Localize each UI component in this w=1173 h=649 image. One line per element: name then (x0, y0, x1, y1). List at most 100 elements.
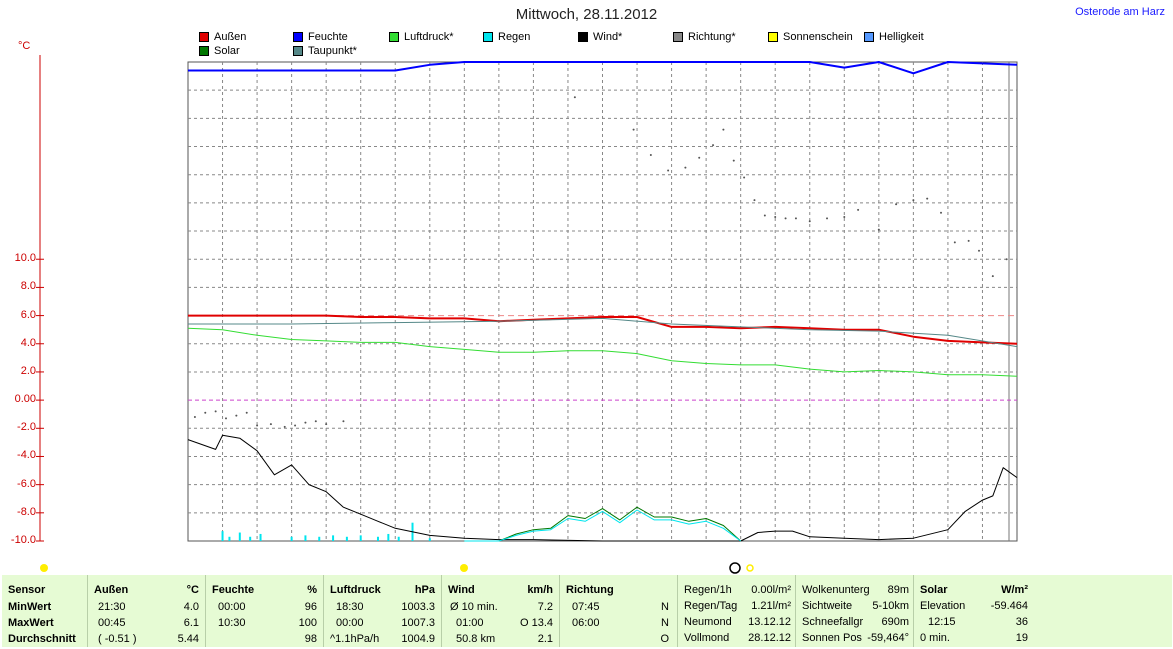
feuchte-max-value: 100 (298, 617, 317, 629)
legend-swatch (673, 32, 683, 42)
richtung-point (193, 416, 196, 419)
aussen-min-time: 21:30 (98, 601, 126, 613)
richtung-point (314, 420, 317, 423)
legend-swatch (864, 32, 874, 42)
legend-swatch (199, 32, 209, 42)
rain-bar (387, 533, 390, 541)
series-line-feuchte (188, 61, 1018, 75)
richtung-max-value: N (661, 617, 669, 629)
rain-bar (428, 538, 431, 541)
richtung-point (632, 128, 635, 131)
series-line-taupunkt (188, 317, 1018, 348)
y-tick-label: 2.0 (20, 364, 36, 377)
richtung-point (235, 414, 238, 417)
wind-avg-value: 2.1 (537, 633, 553, 645)
richtung-point (743, 176, 746, 179)
richtung-point (294, 424, 297, 427)
richtung-min-value: N (661, 601, 669, 613)
feuchte-min-value: 96 (304, 601, 317, 613)
richtung-point (245, 411, 248, 414)
y-tick-label: -2.0 (17, 421, 36, 434)
solar-unit: W/m² (1001, 584, 1028, 596)
richtung-point (1005, 258, 1008, 261)
legend-label: Außen (214, 31, 247, 43)
richtung-point (774, 215, 777, 218)
solar-noon-marker (460, 564, 468, 572)
location-link[interactable]: Osterode am Harz (1075, 6, 1165, 18)
y-tick-label: 10.0 (14, 252, 36, 265)
chart-bottom-markers (40, 562, 754, 574)
wolkenunterg-value: 89m (887, 584, 909, 596)
aussen-avg-value: 5.44 (177, 633, 199, 645)
richtung-point (877, 228, 880, 231)
y-tick-label: 8.0 (20, 280, 36, 293)
wind-header: Wind (448, 584, 475, 596)
solar-column: Solar W/m² Elevation 12:15 0 min. -59.46… (914, 575, 1032, 647)
rain-bar (304, 535, 307, 541)
richtung-point (204, 411, 207, 414)
y-tick-label: -6.0 (17, 477, 36, 490)
chart-title: Mittwoch, 28.11.2012 (515, 6, 658, 23)
feuchte-unit: % (307, 584, 317, 596)
sensor-header: Sensor (8, 584, 46, 596)
vollmond-value: 28.12.12 (748, 632, 791, 644)
luftdruck-avg-value: 1004.9 (401, 633, 435, 645)
y-tick-label: 0.00 (14, 393, 36, 406)
richtung-point (912, 199, 915, 202)
legend-item-feuchte: Feuchte (293, 31, 348, 43)
legend-item-helligkeit: Helligkeit (864, 31, 924, 43)
luftdruck-min-time: 18:30 (336, 601, 364, 613)
legend-swatch (578, 32, 588, 42)
wind-min-value: 7.2 (537, 601, 553, 613)
richtung-point (978, 249, 981, 252)
legend-item-richtung: Richtung* (673, 31, 736, 43)
sonnen-pos-value: -59,464° (867, 632, 909, 644)
luftdruck-column: Luftdruck hPa 18:30 00:00 ^1.1hPa/h 1003… (324, 575, 442, 647)
rain-bar (332, 535, 335, 541)
neumond-value: 13.12.12 (748, 616, 791, 628)
series-line-solar (464, 506, 742, 542)
richtung-point (794, 217, 797, 220)
wind-run: 50.8 km (456, 633, 496, 645)
luftdruck-header: Luftdruck (330, 584, 381, 596)
richtung-point (722, 128, 725, 131)
rain-bar (397, 536, 400, 541)
richtung-point (940, 211, 943, 214)
y-tick-label: 4.0 (20, 336, 36, 349)
feuchte-avg-value: 98 (304, 633, 317, 645)
legend-label: Sonnenschein (783, 31, 853, 43)
regen-value-1h: 0.00l/m² (751, 584, 791, 596)
richtung-point (304, 421, 307, 424)
rain-bar (376, 536, 379, 541)
sichtweite-value: 5-10km (872, 600, 909, 612)
regen-column: Regen/1h Regen/Tag Neumond Vollmond 0.00… (678, 575, 796, 647)
rain-bar (249, 536, 252, 541)
rain-bar (318, 536, 321, 541)
legend-label: Richtung* (688, 31, 736, 43)
series-line-regen (464, 509, 741, 542)
luftdruck-unit: hPa (414, 584, 435, 596)
aussen-header: Außen (94, 584, 129, 596)
legend-swatch (389, 32, 399, 42)
richtung-avg-value: O (660, 633, 669, 645)
legend-label: Regen (498, 31, 531, 43)
moon-icon (729, 562, 741, 574)
rain-bar (228, 536, 231, 541)
wolken-column: Wolkenunterg Sichtweite Schneefallgr Son… (796, 575, 914, 647)
richtung-point (667, 169, 670, 172)
legend-swatch (199, 46, 209, 56)
aussen-max-value: 6.1 (183, 617, 199, 629)
richtung-max-time: 06:00 (572, 617, 600, 629)
richtung-min-time: 07:45 (572, 601, 600, 613)
richtung-point (342, 420, 345, 423)
row-label-min: MinWert (8, 601, 52, 613)
wind-max-direction: O (520, 617, 529, 629)
richtung-point (283, 425, 286, 428)
richtung-point (649, 153, 652, 156)
feuchte-header: Feuchte (212, 584, 255, 596)
series-line-luftdruck (187, 327, 1018, 377)
legend-swatch (768, 32, 778, 42)
wind-column: Wind km/h Ø 10 min. 01:00 50.8 km O 7.2 … (442, 575, 560, 647)
y-axis-unit: °C (18, 40, 31, 52)
feuchte-column: Feuchte % 00:00 10:30 96 100 98 (206, 575, 324, 647)
